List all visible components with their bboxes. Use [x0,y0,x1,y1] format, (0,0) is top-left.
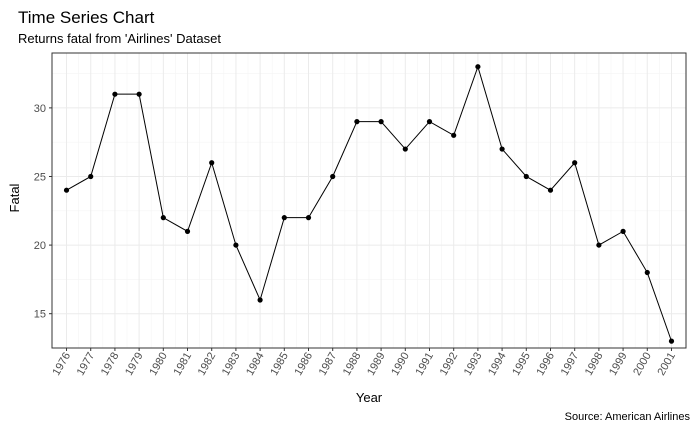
data-point [233,242,239,248]
data-point [668,338,675,344]
x-tick-label: 2000 [631,351,654,378]
x-tick-label: 1995 [510,351,533,378]
data-point [112,91,118,97]
x-tick-label: 1983 [220,351,243,378]
data-point [136,91,142,97]
x-tick-label: 1977 [75,351,98,378]
series-line [66,65,672,342]
x-tick-label: 1998 [583,351,606,378]
data-point [572,160,578,166]
data-point [523,173,529,180]
x-tick-label: 1981 [171,351,194,378]
data-point [547,187,554,193]
x-tick-label: 1987 [317,351,340,378]
series-line-group [66,65,672,342]
y-tick-label: 30 [34,103,46,115]
x-axis-title: Year [356,390,383,405]
y-tick-label: 25 [34,171,46,183]
data-point [402,146,408,152]
x-tick-label: 1988 [341,351,364,378]
data-point [475,64,481,70]
x-tick-label: 1980 [147,351,170,378]
x-tick-label: 1984 [244,351,267,378]
x-tick-label: 1985 [268,351,291,378]
x-tick-label: 1990 [389,351,412,378]
x-tick-label: 1989 [365,351,388,378]
x-tick-label: 1993 [462,351,485,378]
x-tick-label: 1982 [196,351,219,378]
data-point [184,228,191,234]
x-tick-label: 1994 [486,351,509,378]
data-point [451,132,457,138]
data-point [378,119,384,125]
data-point [160,215,166,221]
data-points [63,64,675,344]
x-tick-label: 1999 [607,351,630,378]
data-point [354,119,360,125]
minor-gridlines [52,53,686,349]
data-point [644,269,650,276]
x-axis: 1976 1977 1978 1979 1980 1981 1982 1983 1984 1985… [50,348,678,378]
x-tick-label: 1997 [559,351,582,378]
data-point [596,242,602,248]
data-point [305,215,312,221]
chart-subtitle: Returns fatal from 'Airlines' Dataset [18,31,221,46]
data-point [426,119,433,125]
data-point [499,146,505,152]
data-point [281,215,287,221]
x-tick-label: 1986 [292,351,315,378]
x-tick-label: 1996 [534,351,557,378]
x-tick-label: 1979 [123,351,146,378]
x-tick-label: 1992 [438,351,461,378]
data-point [257,297,263,303]
panel-border [51,52,687,349]
chart-caption: Source: American Airlines [565,411,691,423]
data-point [620,228,626,234]
y-tick-label: 15 [34,309,46,321]
y-axis-title: Fatal [7,183,22,212]
x-tick-label: 1991 [413,351,436,378]
chart-title: Time Series Chart [18,8,155,27]
y-tick-label: 20 [34,240,46,252]
y-axis: 15 20 25 30 [34,103,52,321]
data-point [88,173,94,180]
x-tick-label: 1976 [50,351,73,378]
data-point [63,187,70,193]
x-tick-label: 1978 [99,351,122,378]
data-point [209,160,215,166]
data-point [330,173,336,180]
x-tick-label: 2001 [655,351,678,378]
